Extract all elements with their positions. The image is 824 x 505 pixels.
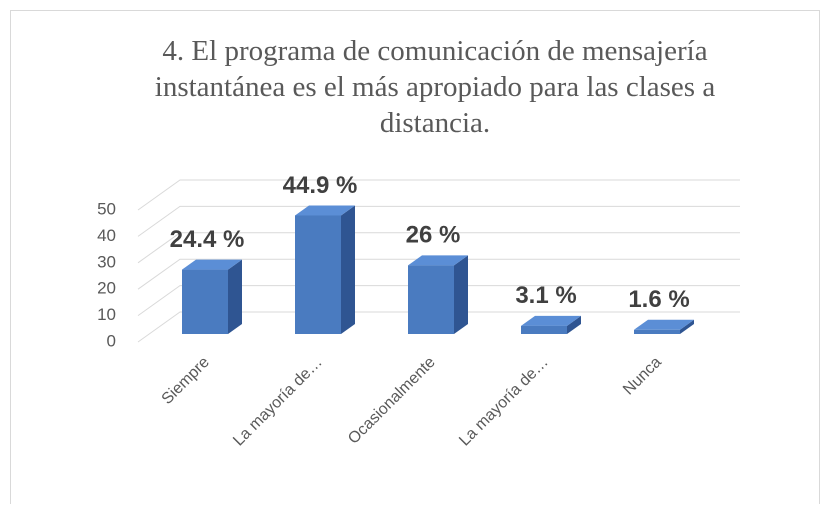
bar xyxy=(182,269,228,334)
y-tick-label: 0 xyxy=(107,331,116,350)
bar-top xyxy=(634,319,694,330)
y-tick-label: 20 xyxy=(97,279,116,298)
grid-line xyxy=(137,205,740,237)
x-tick-label: Ocasionalmente xyxy=(345,354,439,448)
bar-side xyxy=(680,319,694,334)
value-label: 1.6 % xyxy=(628,286,689,313)
chart-frame xyxy=(10,10,820,504)
chart-title: 4. El programa de comunicación de mensaj… xyxy=(154,35,716,139)
y-tick-label: 50 xyxy=(97,199,116,218)
bar-top xyxy=(295,205,355,216)
bar-top xyxy=(182,259,242,270)
bar-side xyxy=(454,255,468,334)
bar xyxy=(295,215,341,334)
bar xyxy=(521,325,567,334)
bar xyxy=(634,329,680,334)
bar xyxy=(408,265,454,334)
bar-side xyxy=(567,315,581,334)
x-tick-label: Nunca xyxy=(620,354,665,399)
bar-side xyxy=(228,259,242,334)
value-label: 3.1 % xyxy=(515,282,576,309)
grid-line xyxy=(137,311,740,343)
bar-top xyxy=(408,255,468,266)
x-tick-label: La mayoría de… xyxy=(456,354,552,450)
value-label: 44.9 % xyxy=(283,172,358,199)
grid-line xyxy=(137,285,740,317)
grid-line xyxy=(137,232,740,264)
x-tick-label: Siempre xyxy=(159,354,213,408)
bar-top xyxy=(521,315,581,326)
x-tick-label: La mayoría de… xyxy=(230,354,326,450)
y-tick-label: 10 xyxy=(97,305,116,324)
y-tick-label: 40 xyxy=(97,226,116,245)
y-tick-label: 30 xyxy=(97,252,116,271)
bar-side xyxy=(341,205,355,334)
value-label: 24.4 % xyxy=(170,226,245,253)
grid-line xyxy=(137,179,740,211)
grid-line xyxy=(137,258,740,290)
value-label: 26 % xyxy=(406,222,461,249)
